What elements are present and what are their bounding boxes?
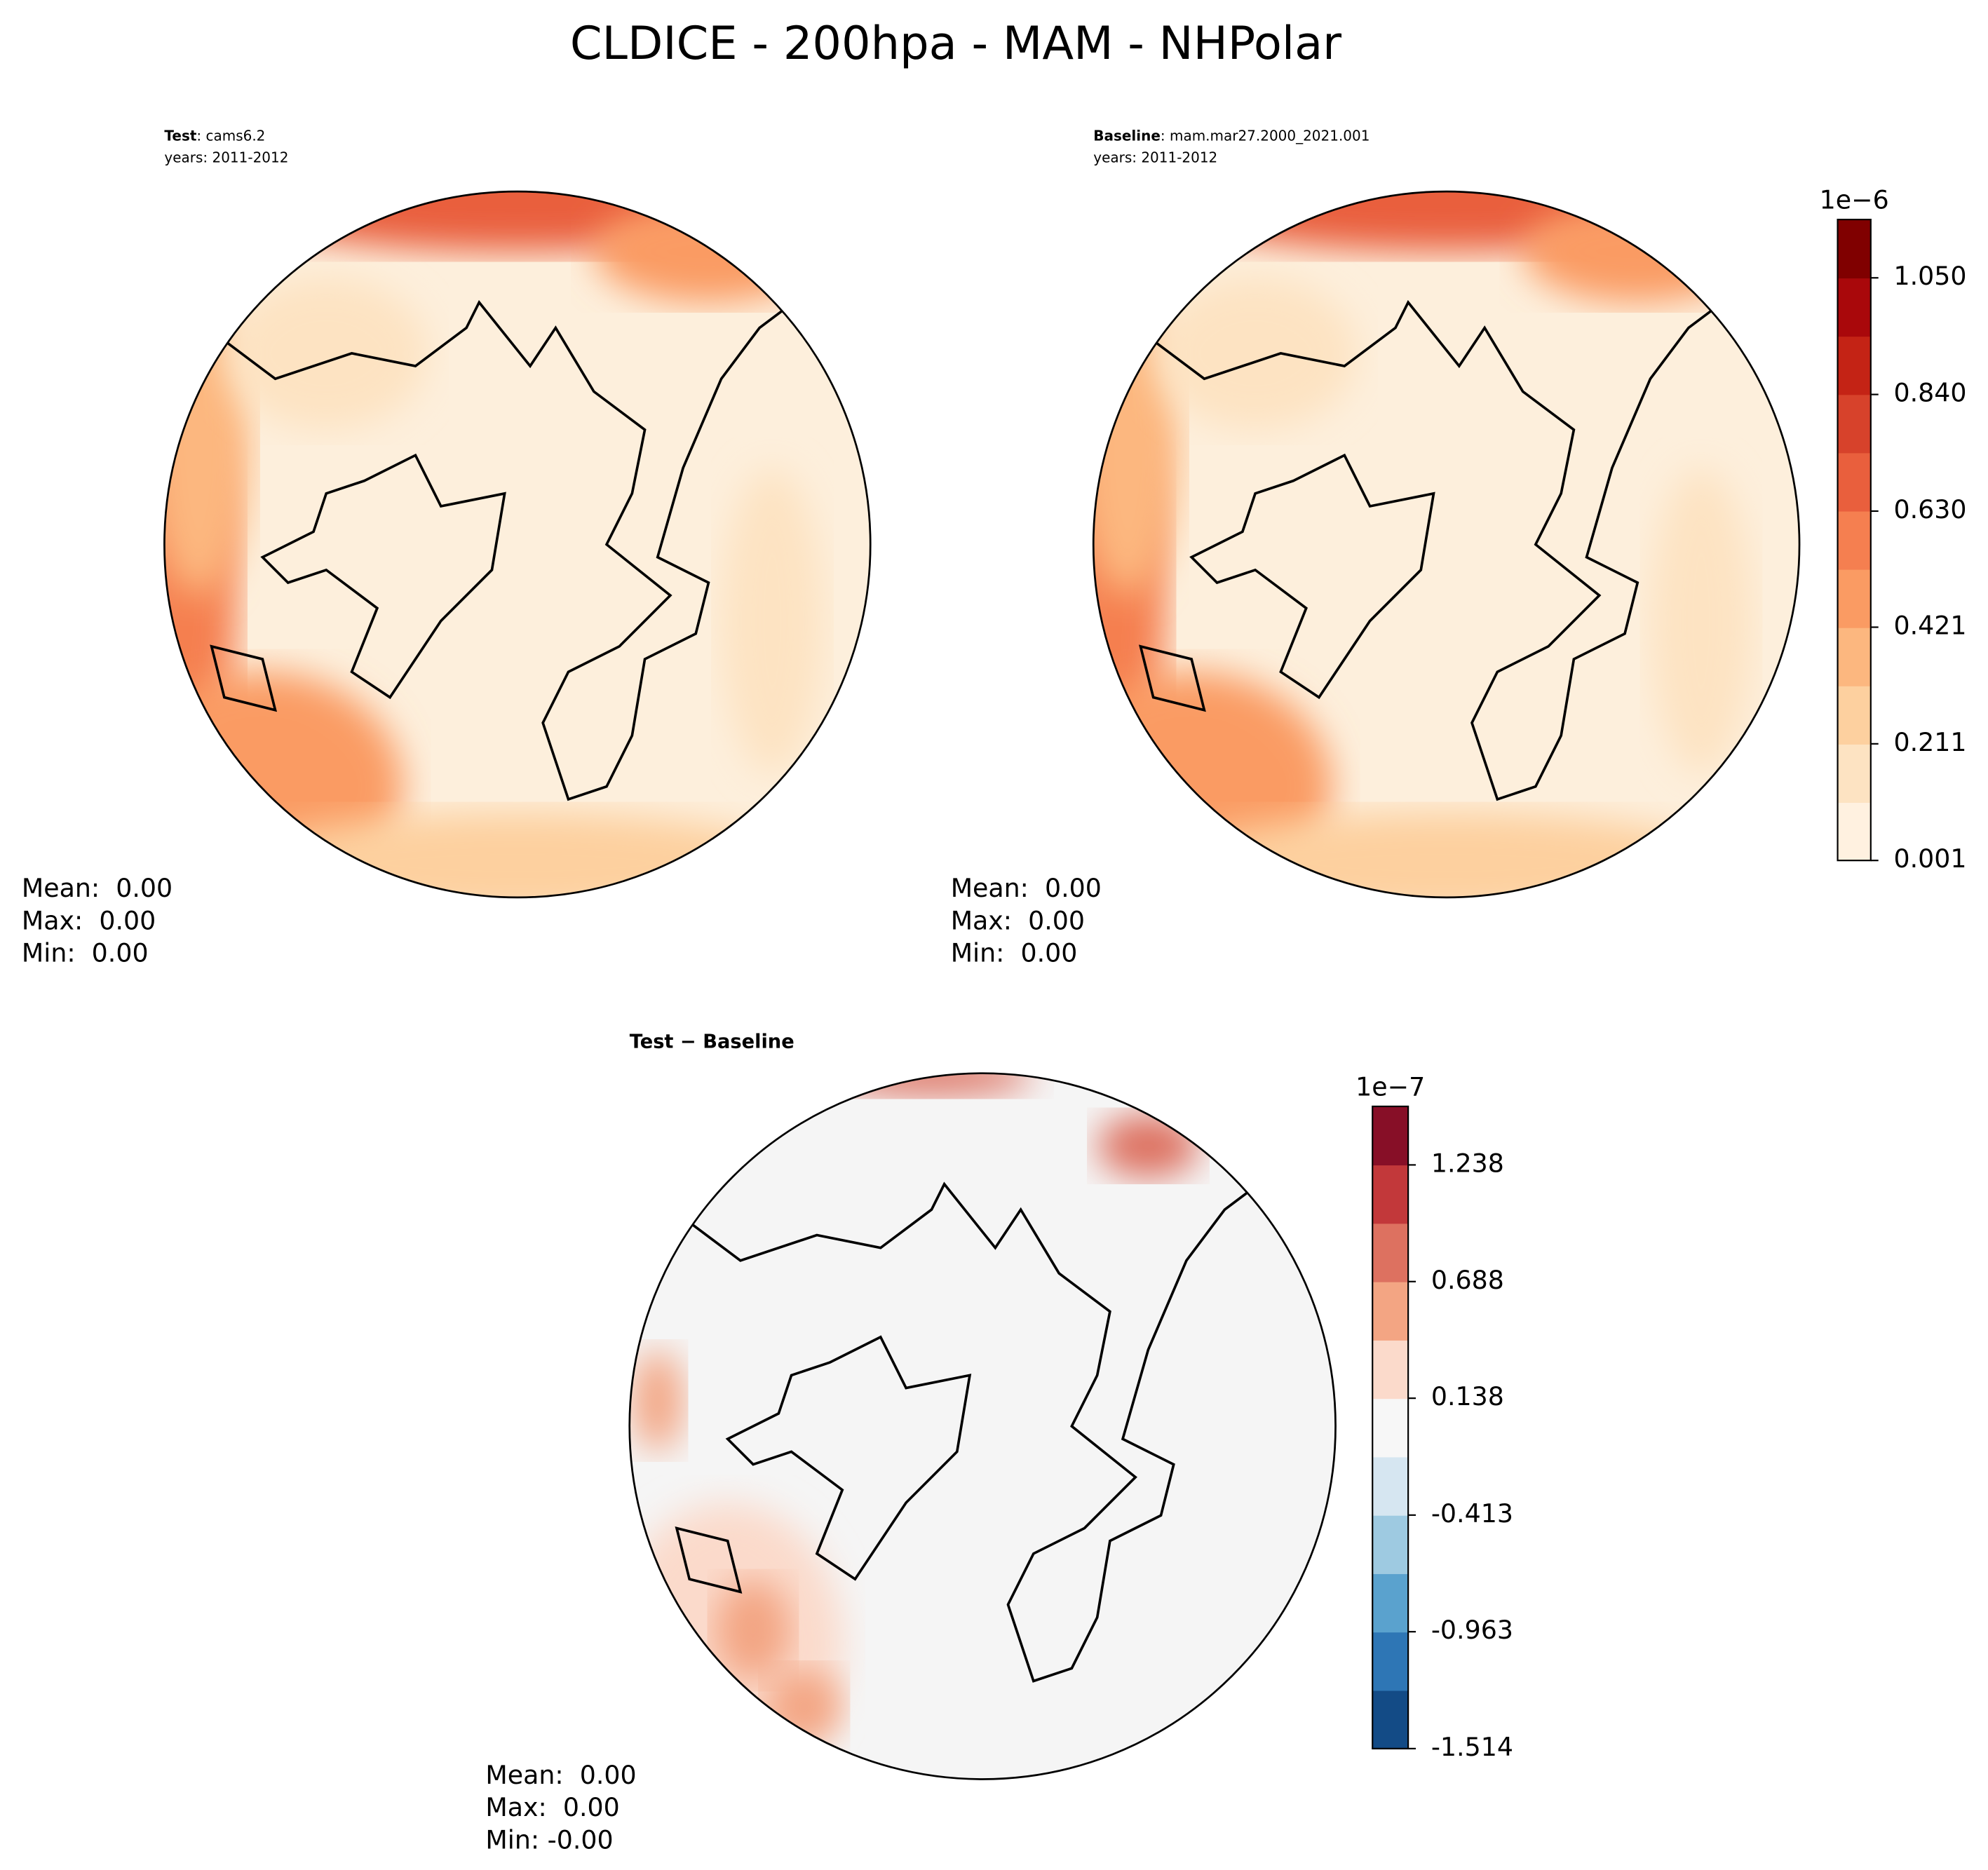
colorbar-frame [1837, 218, 1872, 862]
colorbar-tick-label: 0.211 [1894, 727, 1967, 757]
coastline [1138, 288, 1740, 801]
colorbar-level [1372, 1106, 1409, 1166]
colorbar-level [1372, 1339, 1409, 1400]
coastline [210, 288, 811, 801]
map-contour [632, 1350, 684, 1452]
map-border [163, 190, 872, 899]
colorbar-level [1837, 278, 1871, 337]
panel-case: : mam.mar27.2000_2021.001 [1161, 127, 1370, 144]
colorbar-level [1837, 219, 1871, 279]
map-contour [1097, 1113, 1200, 1178]
map-contour [766, 1668, 843, 1745]
colorbar-level [1372, 1515, 1409, 1574]
colorbar-level [1837, 685, 1871, 745]
panel-name: Test − Baseline [630, 1031, 794, 1052]
map [164, 191, 871, 897]
colorbar-tick-label: 0.001 [1894, 843, 1967, 874]
colorbar-tick-label: 0.840 [1894, 378, 1967, 408]
colorbar-tick-label: 0.630 [1894, 494, 1967, 524]
stat-text: Mean: 0.00 [951, 873, 1102, 903]
coastline [675, 1170, 1277, 1683]
map-contour [224, 191, 811, 252]
colorbar-exponent: 1e−6 [1820, 185, 1889, 215]
panel-years: years: 2011-2012 [164, 149, 288, 165]
stat-text: Mean: 0.00 [22, 873, 173, 903]
panel-name: Baseline [1093, 127, 1161, 144]
map-contour [1165, 812, 1727, 897]
colorbar-level [1837, 452, 1871, 512]
colorbar-tick-label: 0.421 [1894, 610, 1967, 640]
figure-title: CLDICE - 200hpa - MAM - NHPolar [570, 17, 1341, 70]
colorbar-level [1372, 1456, 1409, 1516]
panel-label: Test: cams6.2 [164, 127, 265, 144]
colorbar-level [1372, 1573, 1409, 1633]
panel-years: years: 2011-2012 [1093, 149, 1217, 165]
colorbar-level [1837, 802, 1871, 862]
map-contour [593, 200, 823, 303]
map-border [628, 1072, 1337, 1780]
stat-text: Max: 0.00 [951, 905, 1085, 935]
map-contour [1522, 200, 1752, 303]
colorbar-tick-label: 0.138 [1431, 1381, 1504, 1411]
stat-text: Min: -0.00 [485, 1825, 613, 1855]
colorbar-tick-label: -0.413 [1431, 1498, 1513, 1529]
stat-text: Min: 0.00 [22, 938, 149, 968]
colorbar-tick-label: -1.514 [1431, 1732, 1513, 1762]
colorbar-level [1372, 1223, 1409, 1282]
map-contour [1153, 276, 1358, 430]
map-contour [715, 1579, 792, 1681]
map [1093, 191, 1800, 897]
colorbar-level [1837, 394, 1871, 454]
colorbar-tick-label: 1.050 [1894, 261, 1967, 291]
colorbar-tick-label: 0.688 [1431, 1265, 1504, 1295]
colorbar-frame [1372, 1105, 1409, 1749]
map-contour [830, 1073, 1034, 1095]
colorbar-level [1372, 1632, 1409, 1691]
colorbar-level [1837, 627, 1871, 686]
colorbar-exponent: 1e−7 [1355, 1071, 1425, 1102]
map-contour [1650, 468, 1752, 774]
stat-text: Max: 0.00 [485, 1792, 619, 1822]
panel-name: Test [164, 127, 196, 144]
colorbar-level [1837, 743, 1871, 803]
colorbar-level [1837, 569, 1871, 628]
map [629, 1073, 1336, 1780]
map-contour [224, 276, 428, 430]
colorbar-level [1372, 1398, 1409, 1458]
map-contour [1153, 191, 1740, 252]
colorbar-tick-label: 1.238 [1431, 1148, 1504, 1178]
panel-case: : cams6.2 [196, 127, 265, 144]
colorbar-level [1372, 1281, 1409, 1341]
colorbar-level [1837, 336, 1871, 395]
stat-text: Min: 0.00 [951, 938, 1078, 968]
map-contour [721, 468, 823, 774]
colorbar-level [1372, 1165, 1409, 1224]
panel-label: Baseline: mam.mar27.2000_2021.001 [1093, 127, 1370, 144]
map-contour [237, 812, 798, 897]
map-border [1092, 190, 1801, 899]
colorbar-tick-label: -0.963 [1431, 1615, 1513, 1645]
stat-text: Mean: 0.00 [485, 1760, 636, 1790]
colorbar-level [1837, 510, 1871, 570]
colorbar-level [1372, 1690, 1409, 1749]
stat-text: Max: 0.00 [22, 905, 156, 935]
